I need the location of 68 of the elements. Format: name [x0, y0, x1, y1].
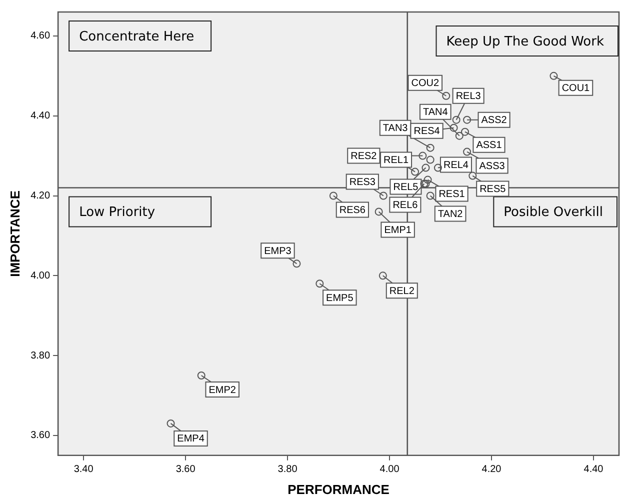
point — [426, 144, 434, 152]
y-axis-title: IMPORTANCE — [7, 190, 22, 277]
annotation: Posible Overkill — [504, 205, 604, 220]
point — [166, 419, 175, 428]
annotation: RES2 — [350, 151, 378, 162]
annotation: RES3 — [349, 177, 376, 188]
annotation: ASS1 — [476, 140, 502, 152]
x-tick-label: 3.40 — [74, 464, 94, 476]
annotation: REL1 — [384, 155, 409, 166]
y-tick-label: 4.20 — [30, 190, 50, 202]
annotation: ASS2 — [481, 115, 508, 126]
y-tick-label: 4.00 — [30, 270, 50, 282]
annotation: RES4 — [414, 126, 440, 138]
y-tick-label: 4.60 — [30, 30, 50, 42]
x-axis-title: PERFORMANCE — [288, 482, 390, 497]
annotation: REL4 — [443, 160, 469, 172]
y-tick-label: 4.40 — [30, 110, 50, 122]
annotation: TAN3 — [382, 123, 408, 134]
point — [426, 156, 434, 164]
point — [426, 192, 434, 200]
point — [468, 172, 477, 180]
annotation: Concentrate Here — [79, 29, 194, 44]
annotation: RES6 — [339, 205, 366, 216]
annotation: REL6 — [392, 200, 418, 212]
x-tick-label: 4.20 — [482, 464, 502, 476]
annotation: COU1 — [562, 83, 590, 94]
annotation: EMP5 — [326, 292, 354, 304]
annotation: TAN4 — [422, 107, 448, 118]
point — [455, 132, 464, 140]
x-tick-label: 4.00 — [380, 464, 400, 476]
x-tick-label: 4.40 — [584, 464, 604, 476]
annotation: TAN2 — [438, 209, 464, 220]
point — [379, 192, 388, 200]
x-tick-label: 3.80 — [278, 464, 298, 476]
point — [424, 176, 432, 184]
annotation: Low Priority — [79, 205, 156, 220]
point — [434, 164, 442, 172]
point — [442, 92, 450, 100]
annotation: REL5 — [393, 182, 419, 194]
point — [550, 72, 558, 80]
point — [450, 124, 458, 132]
point — [329, 192, 338, 200]
point — [418, 152, 427, 160]
point — [292, 260, 301, 268]
annotation: EMP4 — [177, 434, 205, 445]
point — [378, 272, 387, 280]
point — [197, 372, 206, 380]
point — [316, 280, 324, 288]
annotation: Keep Up The Good Work — [446, 34, 604, 50]
annotation: REL3 — [456, 91, 482, 102]
point — [411, 168, 420, 176]
annotation: REL2 — [389, 286, 415, 297]
annotation: COU2 — [411, 78, 440, 90]
x-tick-label: 3.60 — [176, 464, 196, 476]
point — [463, 148, 472, 156]
point — [374, 208, 383, 216]
y-tick-label: 3.60 — [30, 430, 50, 442]
annotation: EMP3 — [264, 246, 292, 257]
annotation: EMP1 — [384, 224, 412, 236]
y-tick-label: 3.80 — [30, 350, 50, 362]
annotation: RES5 — [480, 184, 506, 196]
annotation: ASS3 — [479, 161, 506, 172]
point — [463, 116, 472, 124]
point — [452, 116, 460, 124]
annotation: RES1 — [438, 189, 466, 200]
point — [422, 164, 430, 172]
point — [461, 128, 469, 136]
annotation: EMP2 — [208, 384, 236, 396]
